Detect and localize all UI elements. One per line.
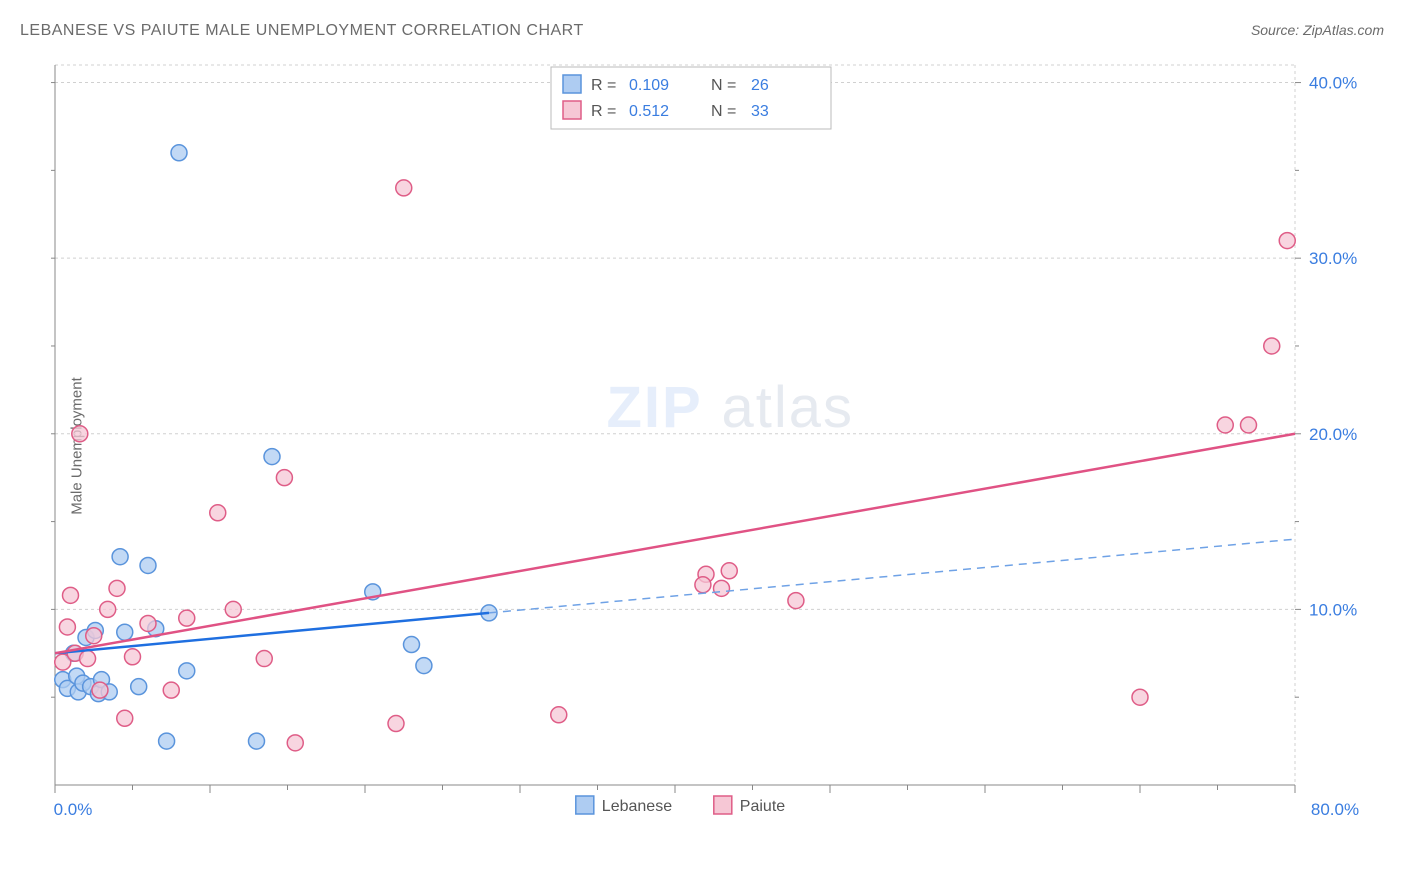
- scatter-point-paiute: [388, 716, 404, 732]
- scatter-point-lebanese: [131, 679, 147, 695]
- stats-r-label: R =: [591, 77, 616, 94]
- watermark-zip: ZIP: [607, 375, 703, 440]
- legend-label-paiute: Paiute: [740, 798, 785, 815]
- plot-area: ZIP atlas 0.0% 80.0% 10.0% 20.0% 30.0% 40.0% R =…: [50, 55, 1375, 830]
- trendline-lebanese-dashed: [489, 539, 1295, 613]
- scatter-point-paiute: [109, 580, 125, 596]
- scatter-point-paiute: [1132, 689, 1148, 705]
- scatter-point-paiute: [163, 682, 179, 698]
- legend-swatch-paiute: [714, 796, 732, 814]
- scatter-point-paiute: [1241, 417, 1257, 433]
- scatter-point-paiute: [63, 587, 79, 603]
- y-tick-label: 40.0%: [1309, 74, 1357, 93]
- scatter-point-paiute: [125, 649, 141, 665]
- y-tick-label: 30.0%: [1309, 249, 1357, 268]
- scatter-point-paiute: [225, 601, 241, 617]
- scatter-point-lebanese: [112, 549, 128, 565]
- scatter-point-lebanese: [404, 637, 420, 653]
- scatter-point-paiute: [92, 682, 108, 698]
- chart-title: LEBANESE VS PAIUTE MALE UNEMPLOYMENT COR…: [20, 22, 584, 40]
- stats-swatch-lebanese: [563, 75, 581, 93]
- scatter-point-paiute: [287, 735, 303, 751]
- stats-n-value-paiute: 33: [751, 103, 769, 120]
- legend-label-lebanese: Lebanese: [602, 798, 672, 815]
- scatter-point-lebanese: [117, 624, 133, 640]
- scatter-point-lebanese: [249, 733, 265, 749]
- stats-n-label: N =: [711, 77, 736, 94]
- scatter-point-paiute: [100, 601, 116, 617]
- stats-r-label: R =: [591, 103, 616, 120]
- scatter-point-lebanese: [416, 658, 432, 674]
- watermark-atlas: atlas: [722, 375, 855, 440]
- scatter-point-paiute: [117, 710, 133, 726]
- y-tick-label: 10.0%: [1309, 600, 1357, 619]
- trendline-paiute: [55, 434, 1295, 654]
- scatter-point-paiute: [714, 580, 730, 596]
- scatter-point-paiute: [140, 615, 156, 631]
- chart-container: LEBANESE VS PAIUTE MALE UNEMPLOYMENT COR…: [0, 0, 1406, 892]
- scatter-svg: ZIP atlas 0.0% 80.0% 10.0% 20.0% 30.0% 40.0% R =…: [50, 55, 1375, 830]
- stats-r-value-lebanese: 0.109: [629, 77, 669, 94]
- scatter-point-paiute: [276, 470, 292, 486]
- scatter-point-paiute: [210, 505, 226, 521]
- scatter-point-lebanese: [159, 733, 175, 749]
- x-tick-label-min: 0.0%: [54, 800, 93, 819]
- scatter-point-paiute: [695, 577, 711, 593]
- scatter-point-lebanese: [140, 557, 156, 573]
- legend-swatch-lebanese: [576, 796, 594, 814]
- scatter-point-paiute: [1279, 233, 1295, 249]
- scatter-point-lebanese: [264, 449, 280, 465]
- source-attribution: Source: ZipAtlas.com: [1251, 22, 1384, 38]
- scatter-point-paiute: [256, 651, 272, 667]
- scatter-point-paiute: [396, 180, 412, 196]
- scatter-point-paiute: [59, 619, 75, 635]
- scatter-point-lebanese: [179, 663, 195, 679]
- scatter-point-paiute: [72, 426, 88, 442]
- scatter-point-paiute: [551, 707, 567, 723]
- scatter-point-paiute: [86, 628, 102, 644]
- scatter-point-paiute: [179, 610, 195, 626]
- stats-r-value-paiute: 0.512: [629, 103, 669, 120]
- scatter-point-lebanese: [171, 145, 187, 161]
- scatter-point-paiute: [721, 563, 737, 579]
- scatter-point-paiute: [1264, 338, 1280, 354]
- stats-n-value-lebanese: 26: [751, 77, 769, 94]
- stats-n-label: N =: [711, 103, 736, 120]
- scatter-point-paiute: [1217, 417, 1233, 433]
- scatter-point-paiute: [80, 651, 96, 667]
- stats-swatch-paiute: [563, 101, 581, 119]
- y-tick-label: 20.0%: [1309, 425, 1357, 444]
- x-tick-label-max: 80.0%: [1311, 800, 1359, 819]
- scatter-point-paiute: [788, 593, 804, 609]
